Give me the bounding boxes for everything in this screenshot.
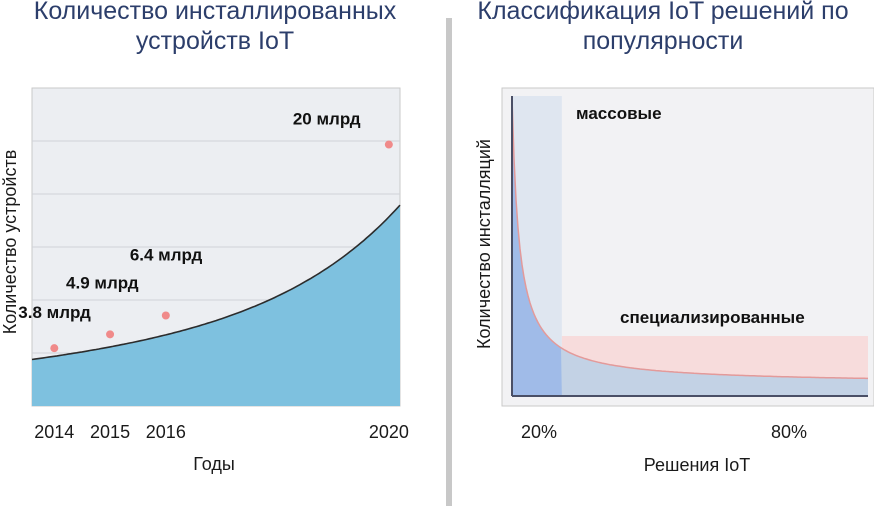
x-tick-label: 2020 bbox=[369, 422, 409, 442]
x-tick-label: 20% bbox=[521, 422, 557, 442]
y-axis-label: Количество устройств bbox=[0, 150, 20, 335]
data-label: 3.8 млрд bbox=[18, 303, 91, 322]
region-label-mass: массовые bbox=[576, 104, 662, 123]
x-tick-label: 2014 bbox=[34, 422, 74, 442]
data-point bbox=[384, 140, 393, 149]
data-label: 20 млрд bbox=[293, 110, 361, 129]
x-axis-label: Решения IoT bbox=[644, 455, 750, 475]
chart-divider bbox=[446, 18, 452, 506]
data-label: 4.9 млрд bbox=[66, 273, 139, 292]
series-line bbox=[31, 204, 401, 361]
data-point bbox=[50, 344, 59, 353]
data-point bbox=[106, 330, 115, 339]
y-axis-label: Количество инсталляций bbox=[474, 139, 494, 349]
distribution-curve bbox=[511, 97, 868, 380]
data-label: 6.4 млрд bbox=[130, 246, 203, 265]
x-tick-label: 80% bbox=[771, 422, 807, 442]
head-fill bbox=[512, 98, 562, 396]
region-label-specialized: специализированные bbox=[620, 308, 805, 327]
right-chart-title: Классификация IoT решений по популярност… bbox=[477, 0, 849, 55]
area-fill bbox=[32, 205, 400, 406]
left-chart-title: Количество инсталлированных устройств Io… bbox=[33, 0, 397, 55]
x-tick-label: 2015 bbox=[90, 422, 130, 442]
x-axis-label: Годы bbox=[193, 454, 235, 474]
x-tick-label: 2016 bbox=[146, 422, 186, 442]
data-point bbox=[161, 311, 170, 320]
